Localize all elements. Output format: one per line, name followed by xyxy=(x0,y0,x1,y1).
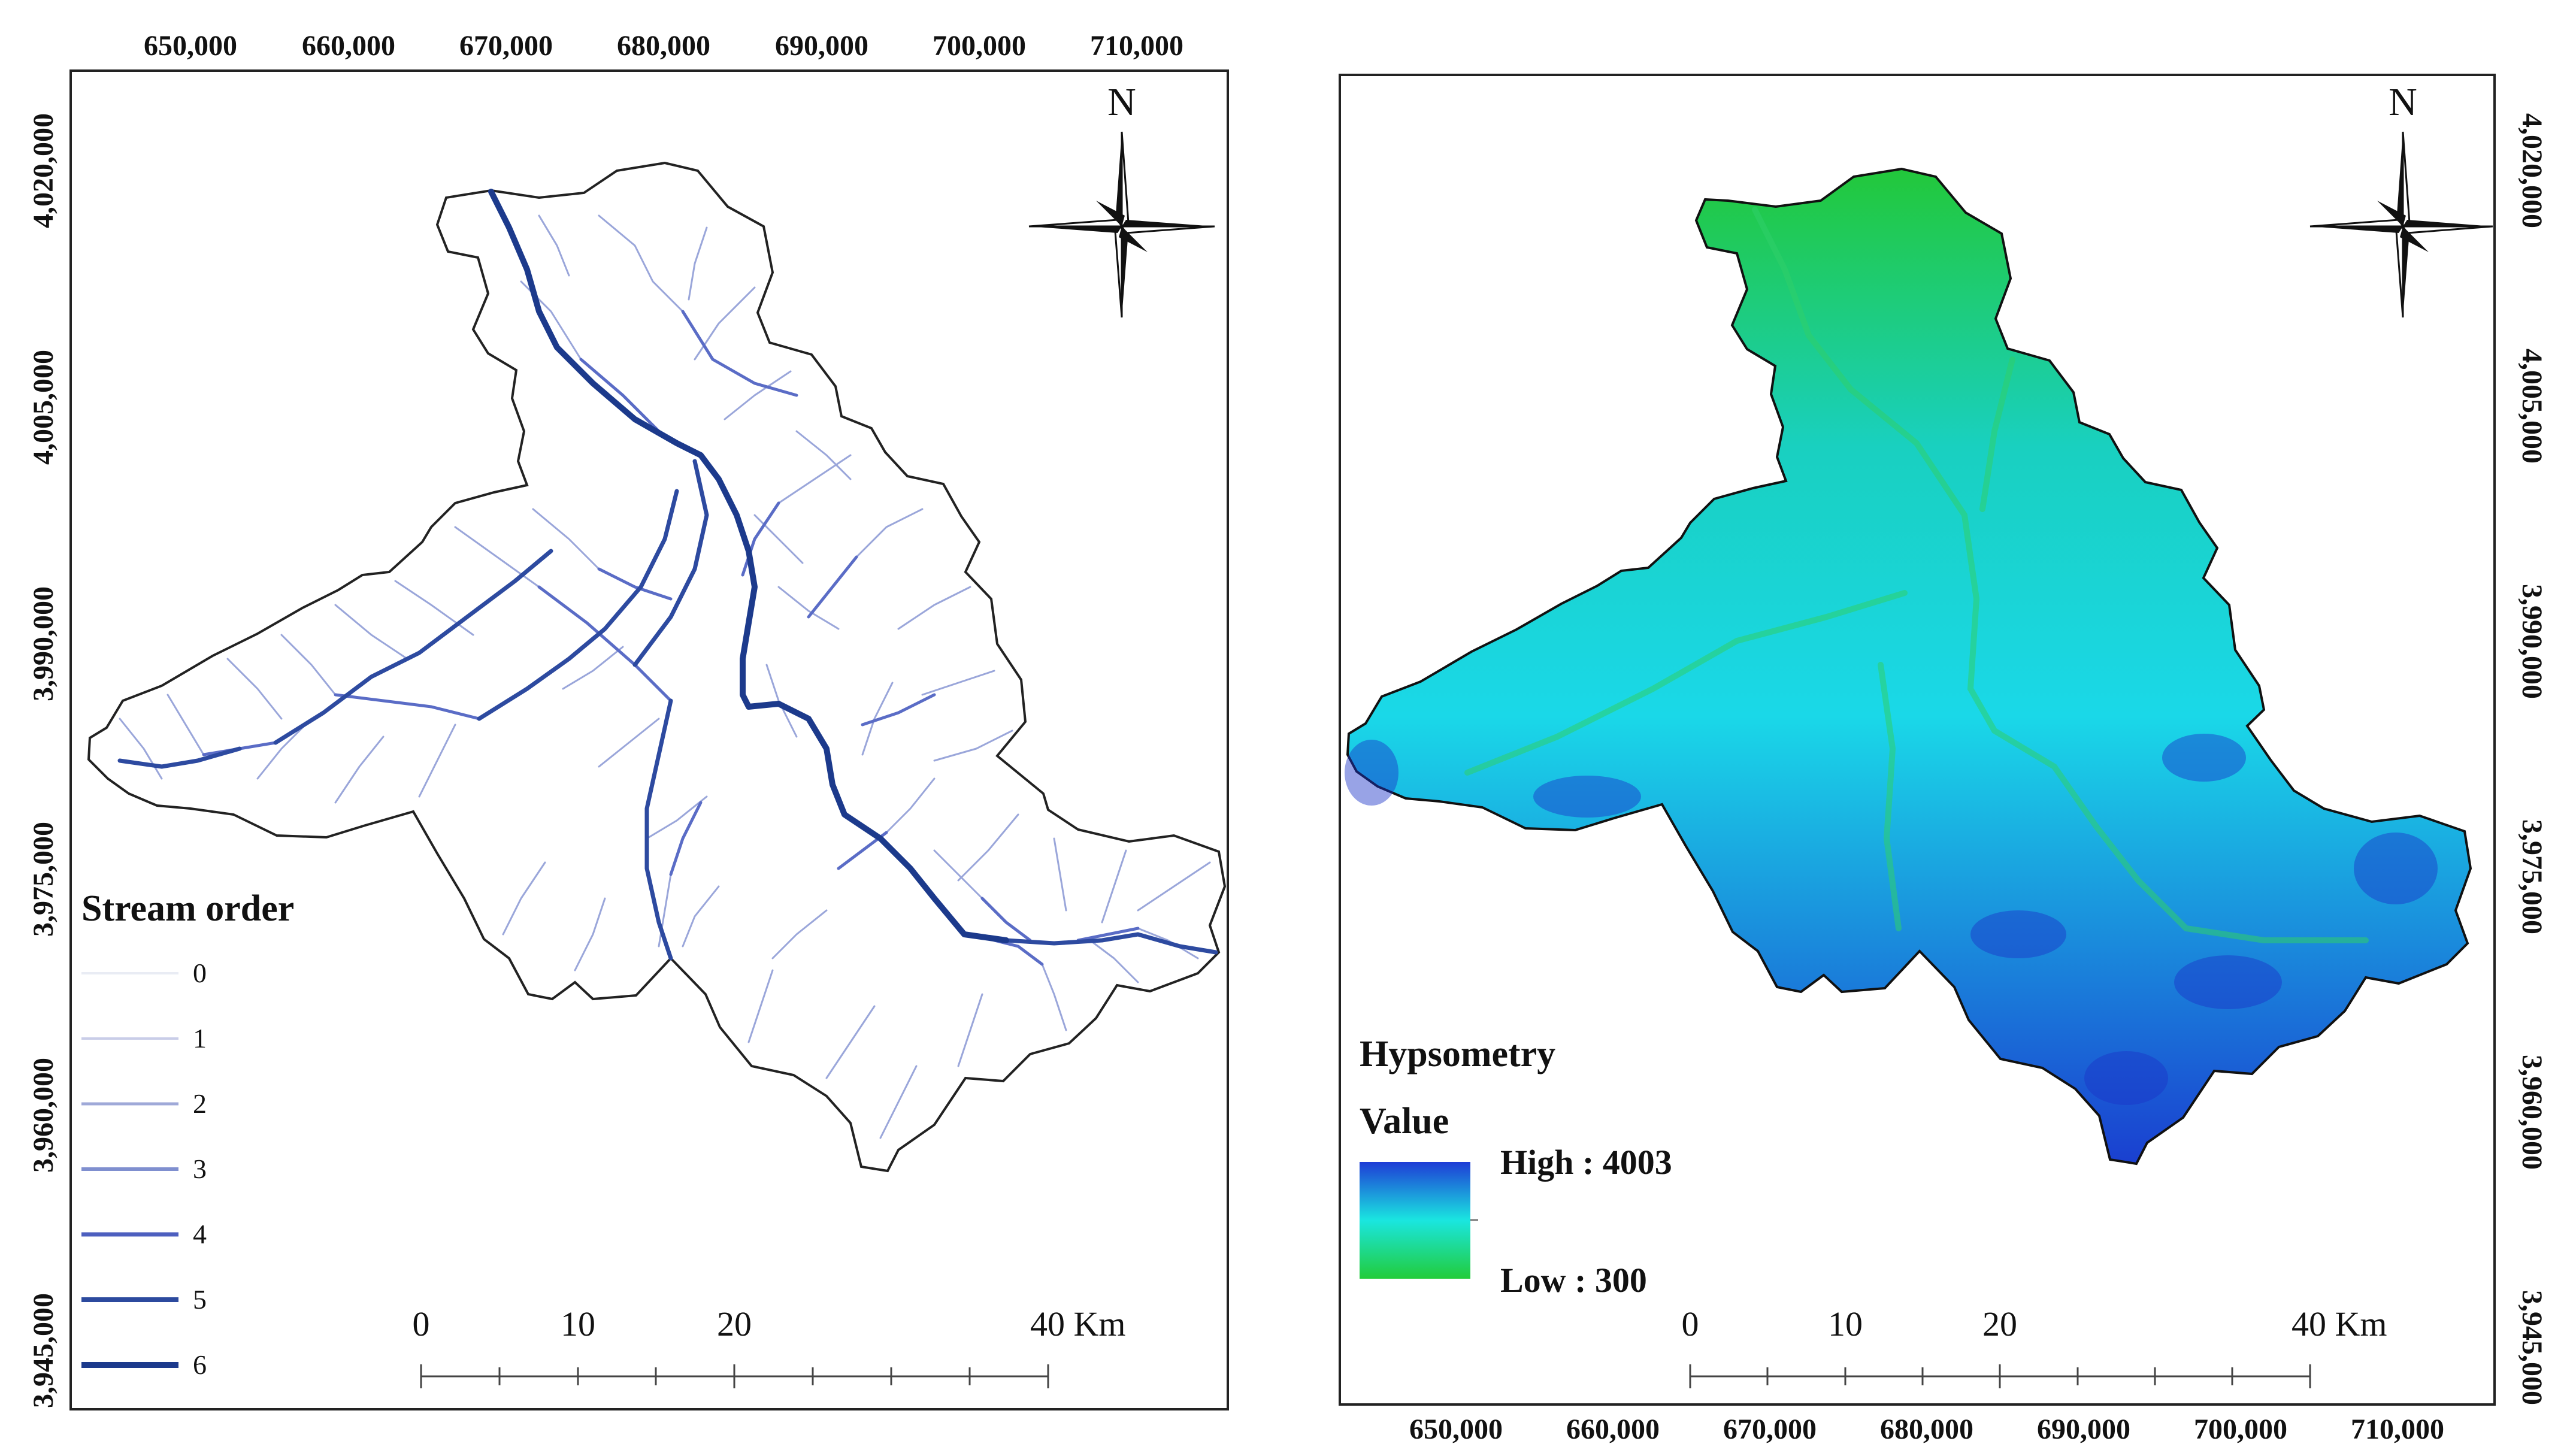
legend-label: 0 xyxy=(193,958,207,988)
hypsometry-legend: Hypsometry Value High : 4003 Low : 300 xyxy=(1360,1034,1672,1300)
tick-label: 710,000 xyxy=(2351,1413,2444,1445)
legend-low-label: Low : 300 xyxy=(1500,1261,1647,1300)
scale-label: 20 xyxy=(1982,1304,2017,1343)
tick-label: 4,005,000 xyxy=(28,350,59,465)
legend-subtitle: Value xyxy=(1360,1101,1449,1142)
tick-label: 690,000 xyxy=(775,30,868,62)
left-top-axis: 650,000 660,000 670,000 680,000 690,000 … xyxy=(144,30,1183,62)
tick-label: 3,990,000 xyxy=(2516,584,2548,699)
north-label: N xyxy=(1107,80,1136,124)
legend-item: 6 xyxy=(81,1349,207,1380)
legend-high-label: High : 4003 xyxy=(1500,1143,1672,1182)
legend-title: Hypsometry xyxy=(1360,1034,1555,1074)
right-bottom-axis: 650,000 660,000 670,000 680,000 690,000 … xyxy=(1409,1413,2444,1445)
north-label: N xyxy=(2389,80,2417,124)
tick-label: 3,975,000 xyxy=(2516,819,2548,934)
north-arrow: N xyxy=(1028,80,1215,318)
watershed-boundary xyxy=(87,161,1227,1173)
legend-item: 5 xyxy=(81,1284,207,1315)
scale-bar: 0 10 20 40 Km xyxy=(413,1304,1126,1388)
color-ramp xyxy=(1360,1162,1470,1279)
scale-bar: 0 10 20 40 Km xyxy=(1682,1304,2387,1388)
tick-label: 3,945,000 xyxy=(28,1293,59,1408)
north-arrow: N xyxy=(2309,80,2493,318)
scale-label: 10 xyxy=(1828,1304,1863,1343)
stream-network xyxy=(117,189,1218,1139)
tick-label: 660,000 xyxy=(302,30,395,62)
scale-label: 0 xyxy=(1682,1304,1699,1343)
legend-item: 4 xyxy=(81,1219,207,1249)
scale-label: 40 Km xyxy=(1030,1304,1126,1343)
right-side-axis: 4,020,000 4,005,000 3,990,000 3,975,000 … xyxy=(2516,113,2548,1405)
legend-item: 0 xyxy=(81,958,207,988)
scale-label: 40 Km xyxy=(2291,1304,2387,1343)
dem-watershed xyxy=(1346,167,2472,1166)
dem-high-relief xyxy=(1345,734,2438,1105)
left-side-axis: 4,020,000 4,005,000 3,990,000 3,975,000 … xyxy=(28,113,59,1408)
tick-label: 670,000 xyxy=(1723,1413,1817,1445)
tick-label: 4,020,000 xyxy=(28,113,59,228)
tick-label: 680,000 xyxy=(1880,1413,1973,1445)
tick-label: 3,960,000 xyxy=(2516,1055,2548,1170)
tick-label: 670,000 xyxy=(459,30,553,62)
legend-label: 2 xyxy=(193,1088,207,1119)
legend-label: 4 xyxy=(193,1219,207,1249)
hypsometry-map: 650,000 660,000 670,000 680,000 690,000 … xyxy=(1339,74,2548,1445)
legend-label: 5 xyxy=(193,1284,207,1315)
tick-label: 3,975,000 xyxy=(28,822,59,937)
legend-item: 2 xyxy=(81,1088,207,1119)
tick-label: 650,000 xyxy=(1409,1413,1503,1445)
tick-label: 3,945,000 xyxy=(2516,1290,2548,1405)
scale-label: 0 xyxy=(413,1304,430,1343)
tick-label: 700,000 xyxy=(2194,1413,2287,1445)
tick-label: 3,990,000 xyxy=(28,586,59,701)
stream-order-map: 650,000 660,000 670,000 680,000 690,000 … xyxy=(28,30,1229,1410)
tick-label: 650,000 xyxy=(144,30,237,62)
legend-item: 1 xyxy=(81,1023,207,1054)
tick-label: 700,000 xyxy=(933,30,1026,62)
tick-label: 660,000 xyxy=(1566,1413,1660,1445)
tick-label: 710,000 xyxy=(1090,30,1183,62)
tick-label: 690,000 xyxy=(2037,1413,2130,1445)
tick-label: 680,000 xyxy=(617,30,710,62)
tick-label: 3,960,000 xyxy=(28,1058,59,1173)
tick-label: 4,005,000 xyxy=(2516,349,2548,464)
scale-label: 20 xyxy=(717,1304,752,1343)
legend-label: 3 xyxy=(193,1154,207,1184)
legend-label: 1 xyxy=(193,1023,207,1054)
legend-label: 6 xyxy=(193,1349,207,1380)
scale-label: 10 xyxy=(561,1304,595,1343)
legend-title: Stream order xyxy=(81,888,294,929)
legend-item: 3 xyxy=(81,1154,207,1184)
stream-order-legend: Stream order 0 1 2 3 4 xyxy=(81,888,294,1380)
dem-valleys xyxy=(1464,207,2369,943)
tick-label: 4,020,000 xyxy=(2516,113,2548,228)
